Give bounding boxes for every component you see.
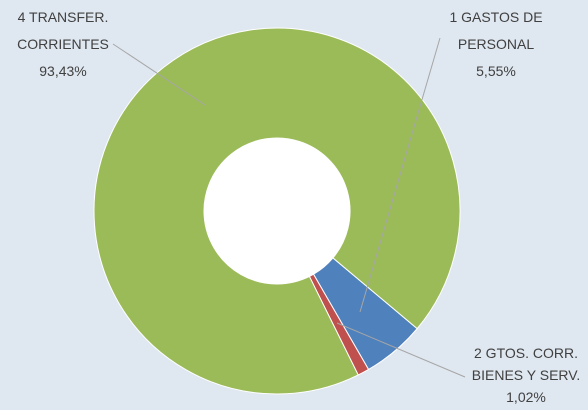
- data-label: 2 GTOS. CORR. BIENES Y SERV. 1,02%: [466, 342, 586, 408]
- value-label: 5,55%: [476, 63, 516, 79]
- data-label: 4 TRANSFER. CORRIENTES 93,43%: [8, 4, 118, 85]
- donut-hole: [204, 138, 350, 284]
- leader-line: [112, 43, 206, 106]
- leader-line: [336, 322, 466, 378]
- data-label: 1 GASTOS DE PERSONAL 5,55%: [438, 4, 554, 85]
- category-label: 1 GASTOS DE PERSONAL: [449, 9, 543, 52]
- value-label: 93,43%: [39, 63, 87, 79]
- value-label: 1,02%: [506, 389, 546, 405]
- category-label: 2 GTOS. CORR. BIENES Y SERV.: [471, 345, 581, 383]
- category-label: 4 TRANSFER. CORRIENTES: [17, 9, 109, 52]
- leader-line: [359, 37, 441, 313]
